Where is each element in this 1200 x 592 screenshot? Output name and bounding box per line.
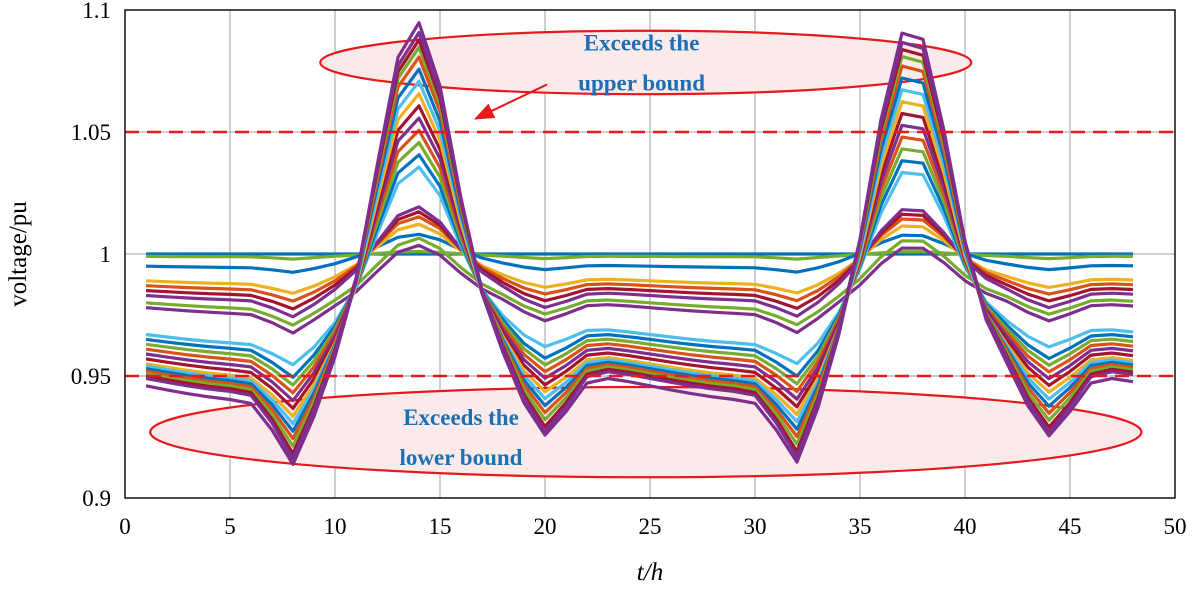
lower-annotation-line-1: Exceeds the	[403, 405, 519, 430]
x-tick-label: 35	[849, 514, 872, 539]
y-tick-label: 1.05	[71, 120, 111, 145]
series-lines	[145, 21, 1134, 466]
upper-bound-ellipse	[319, 29, 973, 96]
lower-bound-ellipse	[149, 385, 1143, 479]
upper-annotation-line-1: Exceeds the	[584, 30, 700, 55]
series-line-9	[145, 243, 1134, 335]
y-axis-label: voltage/pu	[5, 201, 32, 307]
series-line-8	[145, 236, 1134, 327]
x-tick-label: 45	[1059, 514, 1082, 539]
bound-lines	[125, 83, 1175, 378]
tick-labels: 0 5 10 15 20 25 30 35 40 45 50 0.9 0.95 1 1.05 1.1	[71, 0, 1187, 539]
y-tick-label: 1.1	[82, 0, 111, 23]
y-tick-label: 0.95	[71, 364, 111, 389]
annotation-texts: Exceeds the upper bound Exceeds the lower b…	[400, 30, 706, 470]
y-tick-label: 0.9	[82, 486, 111, 511]
x-tick-label: 30	[744, 514, 767, 539]
series-line-23	[145, 21, 1134, 466]
x-tick-label: 10	[324, 514, 347, 539]
x-tick-label: 15	[429, 514, 452, 539]
x-tick-label: 40	[954, 514, 977, 539]
x-tick-label: 5	[224, 514, 236, 539]
upper-annotation-line-2: upper bound	[578, 70, 705, 95]
annotation-arrow	[473, 83, 548, 120]
axis-labels: t/h voltage/pu	[5, 201, 663, 586]
annotation-ellipses	[149, 29, 1143, 479]
y-tick-label: 1	[100, 242, 112, 267]
x-tick-label: 0	[119, 514, 131, 539]
x-tick-label: 20	[534, 514, 557, 539]
lower-annotation-line-2: lower bound	[400, 445, 523, 470]
x-axis-label: t/h	[637, 559, 663, 586]
x-tick-label: 50	[1164, 514, 1187, 539]
x-tick-label: 25	[639, 514, 662, 539]
plot-frame	[124, 9, 1176, 499]
